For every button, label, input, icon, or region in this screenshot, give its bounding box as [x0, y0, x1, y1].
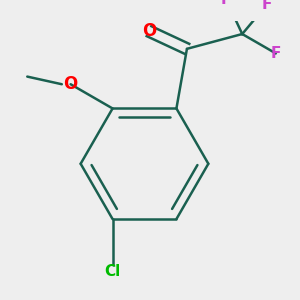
Text: F: F — [221, 0, 231, 7]
Text: Cl: Cl — [104, 264, 121, 279]
Text: O: O — [142, 22, 156, 40]
Text: F: F — [262, 0, 272, 12]
Text: F: F — [270, 46, 281, 61]
Text: O: O — [64, 75, 78, 93]
